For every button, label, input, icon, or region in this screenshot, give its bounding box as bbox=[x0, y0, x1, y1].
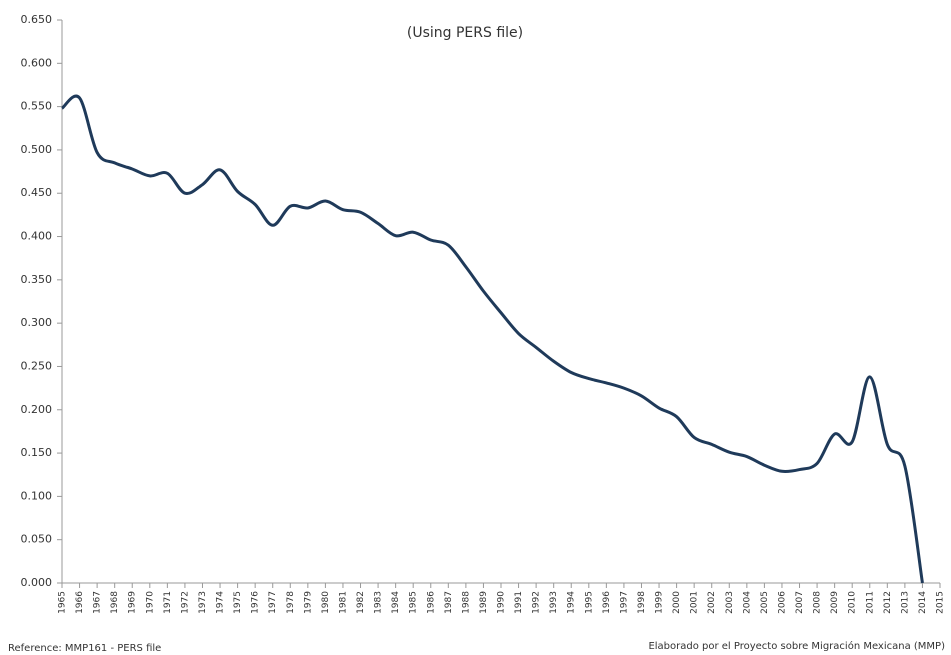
reference-note: Reference: MMP161 - PERS file bbox=[8, 643, 161, 654]
y-tick-label: 0.200 bbox=[21, 403, 53, 416]
x-tick-label: 2008 bbox=[813, 591, 823, 614]
x-tick-label: 1995 bbox=[584, 591, 594, 614]
x-tick-label: 1983 bbox=[374, 591, 384, 614]
x-tick-label: 2015 bbox=[936, 591, 946, 614]
y-tick-label: 0.600 bbox=[21, 56, 53, 69]
y-tick-label: 0.450 bbox=[21, 186, 53, 199]
y-tick-label: 0.550 bbox=[21, 100, 53, 113]
x-tick-label: 2002 bbox=[707, 591, 717, 614]
line-series bbox=[60, 94, 924, 584]
x-tick-label: 1965 bbox=[58, 591, 68, 614]
x-tick-label: 1970 bbox=[145, 591, 155, 614]
x-tick-label: 1968 bbox=[110, 591, 120, 614]
x-tick-label: 1984 bbox=[391, 591, 401, 614]
x-tick-label: 2006 bbox=[777, 591, 787, 614]
x-tick-label: 1971 bbox=[163, 591, 173, 614]
x-tick-label: 1993 bbox=[549, 591, 559, 614]
x-tick-label: 1998 bbox=[637, 591, 647, 614]
y-tick-label: 0.050 bbox=[21, 533, 53, 546]
x-tick-label: 2000 bbox=[672, 591, 682, 614]
x-tick-label: 1977 bbox=[268, 591, 278, 614]
x-tick-label: 1986 bbox=[426, 591, 436, 614]
x-tick-label: 2004 bbox=[742, 591, 752, 614]
x-tick-label: 2003 bbox=[725, 591, 735, 614]
x-tick-label: 2009 bbox=[830, 591, 840, 614]
y-tick-label: 0.250 bbox=[21, 359, 53, 372]
x-tick-label: 2013 bbox=[900, 591, 910, 614]
x-tick-label: 2011 bbox=[865, 591, 875, 614]
x-tick-label: 1967 bbox=[93, 591, 103, 614]
y-tick-label: 0.100 bbox=[21, 489, 53, 502]
x-tick-label: 1974 bbox=[216, 591, 226, 614]
x-tick-label: 1999 bbox=[655, 591, 665, 614]
x-tick-label: 1994 bbox=[567, 591, 577, 614]
y-tick-label: 0.300 bbox=[21, 316, 53, 329]
x-tick-label: 1979 bbox=[303, 591, 313, 614]
x-tick-label: 1991 bbox=[514, 591, 524, 614]
x-tick-label: 2014 bbox=[918, 591, 928, 614]
x-tick-label: 2001 bbox=[690, 591, 700, 614]
x-tick-label: 1980 bbox=[321, 591, 331, 614]
x-tick-label: 1966 bbox=[75, 591, 85, 614]
x-tick-label: 1976 bbox=[251, 591, 261, 614]
x-tick-label: 1996 bbox=[602, 591, 612, 614]
credit-note: Elaborado por el Proyecto sobre Migració… bbox=[648, 640, 945, 652]
y-tick-label: 0.000 bbox=[21, 576, 53, 589]
x-tick-label: 2010 bbox=[848, 591, 858, 614]
x-tick-label: 1978 bbox=[286, 591, 296, 614]
x-tick-label: 1988 bbox=[461, 591, 471, 614]
y-tick-label: 0.500 bbox=[21, 143, 53, 156]
x-tick-label: 1972 bbox=[180, 591, 190, 614]
y-tick-label: 0.350 bbox=[21, 273, 53, 286]
x-tick-label: 1985 bbox=[409, 591, 419, 614]
x-tick-label: 1973 bbox=[198, 591, 208, 614]
x-tick-label: 2007 bbox=[795, 591, 805, 614]
x-tick-label: 1997 bbox=[619, 591, 629, 614]
x-tick-label: 1969 bbox=[128, 591, 138, 614]
x-tick-label: 2005 bbox=[760, 591, 770, 614]
chart-subtitle: (Using PERS file) bbox=[407, 25, 523, 41]
x-tick-label: 1981 bbox=[338, 591, 348, 614]
y-tick-label: 0.650 bbox=[21, 13, 53, 26]
y-tick-label: 0.150 bbox=[21, 446, 53, 459]
x-tick-label: 1989 bbox=[479, 591, 489, 614]
x-tick-label: 1987 bbox=[444, 591, 454, 614]
x-tick-label: 1982 bbox=[356, 591, 366, 614]
x-tick-label: 1990 bbox=[497, 591, 507, 614]
x-tick-label: 1992 bbox=[532, 591, 542, 614]
x-tick-label: 2012 bbox=[883, 591, 893, 614]
y-tick-label: 0.400 bbox=[21, 230, 53, 243]
x-tick-label: 1975 bbox=[233, 591, 243, 614]
